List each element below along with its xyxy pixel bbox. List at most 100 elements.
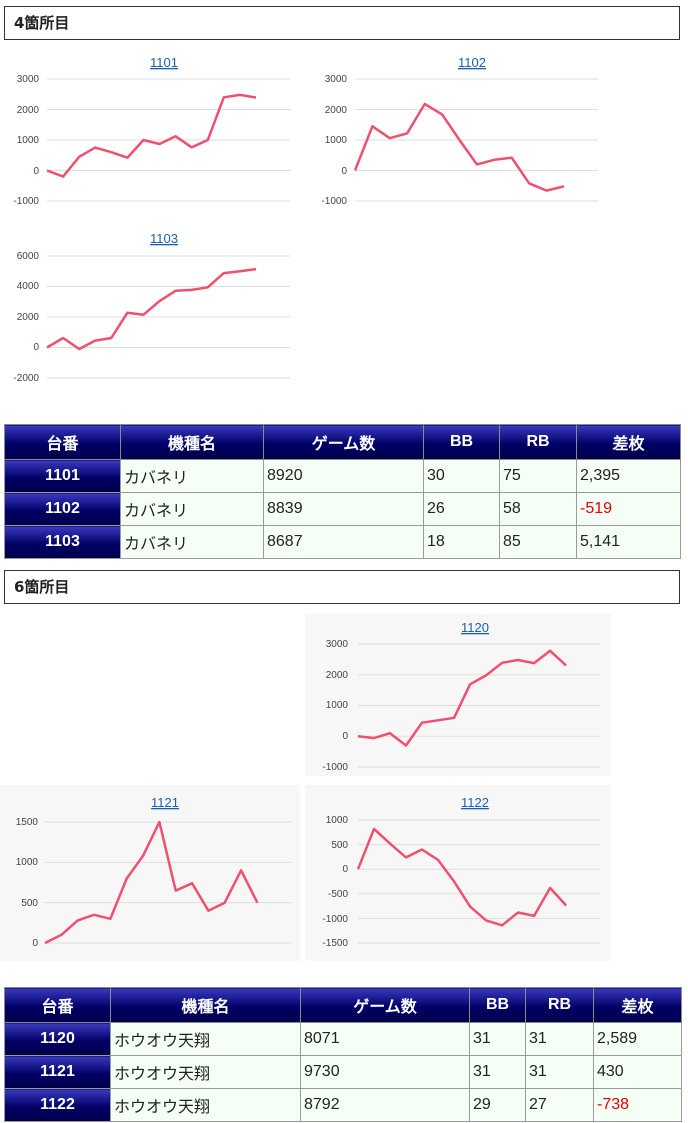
chart-1102: 1102 3000 2000 1000 0 -1000 [308, 52, 608, 217]
y-axis-ticks: 1500 1000 500 0 [16, 817, 39, 949]
game-count: 8792 [300, 1088, 470, 1122]
y-tick: -1000 [322, 762, 348, 773]
header-rb: RB [499, 424, 577, 460]
y-axis-ticks: 3000 2000 1000 0 -1000 [13, 74, 39, 207]
chart-svg-1122: 1122 1000 500 0 -500 -1000 -1500 [322, 795, 600, 949]
chart-svg-1120: 1120 3000 2000 1000 0 -1000 [322, 620, 600, 773]
machine-no: 1101 [4, 459, 121, 493]
y-tick: -1000 [13, 196, 39, 207]
chart-1122: 1122 1000 500 0 -500 -1000 -1500 [305, 785, 611, 961]
rb-count: 85 [499, 525, 577, 559]
bb-count: 26 [423, 492, 500, 526]
chart-1103: 1103 6000 4000 2000 0 -2000 [0, 228, 300, 393]
y-tick: 0 [342, 731, 348, 742]
y-tick: 3000 [325, 74, 348, 85]
y-tick: -1000 [322, 914, 348, 925]
chart-title-link[interactable]: 1120 [461, 620, 489, 635]
chart-title-link[interactable]: 1103 [150, 231, 178, 246]
chart-title-link[interactable]: 1101 [150, 55, 178, 70]
y-tick: -1500 [322, 938, 348, 949]
y-tick: 1000 [325, 135, 348, 146]
header-rb: RB [525, 987, 594, 1023]
header-machine-no: 台番 [4, 987, 111, 1023]
rb-count: 27 [525, 1088, 594, 1122]
section-title: 6箇所目 [14, 578, 70, 596]
y-tick: 4000 [17, 281, 40, 292]
y-axis-ticks: 1000 500 0 -500 -1000 -1500 [322, 815, 348, 949]
coin-diff: -519 [576, 492, 681, 526]
table-row: 1101 カバネリ 8920 30 75 2,395 [4, 459, 681, 493]
y-axis-ticks: 6000 4000 2000 0 -2000 [13, 251, 39, 384]
header-model: 機種名 [120, 424, 264, 460]
y-tick: 1000 [326, 700, 349, 711]
bb-count: 31 [469, 1022, 526, 1056]
chart-1101: 1101 3000 2000 1000 0 -1000 [0, 52, 300, 217]
coin-diff: 430 [593, 1055, 682, 1089]
y-tick: 6000 [17, 251, 40, 262]
header-machine-no: 台番 [4, 424, 121, 460]
model-name: ホウオウ天翔 [110, 1055, 301, 1089]
series-line [44, 820, 259, 945]
table-row: 1102 カバネリ 8839 26 58 -519 [4, 492, 681, 526]
machine-table-6: 台番 機種名 ゲーム数 BB RB 差枚 1120 ホウオウ天翔 8071 31… [4, 987, 682, 1122]
y-tick: 0 [33, 342, 39, 353]
game-count: 8071 [300, 1022, 470, 1056]
section-header-4: 4箇所目 [4, 6, 680, 40]
header-bb: BB [469, 987, 526, 1023]
chart-title-link[interactable]: 1122 [461, 795, 489, 810]
y-tick: -2000 [13, 373, 39, 384]
game-count: 8920 [263, 459, 424, 493]
header-games: ゲーム数 [263, 424, 424, 460]
game-count: 8839 [263, 492, 424, 526]
model-name: カバネリ [120, 492, 264, 526]
y-tick: 2000 [326, 670, 349, 681]
coin-diff: -738 [593, 1088, 682, 1122]
machine-no: 1103 [4, 525, 121, 559]
y-tick: 1000 [326, 815, 349, 826]
y-axis-ticks: 3000 2000 1000 0 -1000 [322, 639, 348, 773]
bb-count: 18 [423, 525, 500, 559]
y-tick: 3000 [17, 74, 40, 85]
bb-count: 31 [469, 1055, 526, 1089]
rb-count: 58 [499, 492, 577, 526]
y-tick: 0 [32, 938, 38, 949]
y-tick: 2000 [325, 105, 348, 116]
machine-no: 1102 [4, 492, 121, 526]
coin-diff: 5,141 [576, 525, 681, 559]
machine-no: 1122 [4, 1088, 111, 1122]
chart-title-link[interactable]: 1121 [151, 795, 179, 810]
table-row: 1121 ホウオウ天翔 9730 31 31 430 [4, 1055, 682, 1089]
y-tick: 500 [21, 898, 38, 909]
series-line [357, 649, 567, 747]
chart-title-link[interactable]: 1102 [458, 55, 486, 70]
table-header-row: 台番 機種名 ゲーム数 BB RB 差枚 [4, 424, 681, 460]
y-tick: 2000 [17, 312, 40, 323]
model-name: ホウオウ天翔 [110, 1088, 301, 1122]
y-tick: -1000 [321, 196, 347, 207]
series-line [46, 267, 257, 351]
table-row: 1122 ホウオウ天翔 8792 29 27 -738 [4, 1088, 682, 1122]
machine-no: 1121 [4, 1055, 111, 1089]
header-diff: 差枚 [576, 424, 681, 460]
chart-1121: 1121 1500 1000 500 0 [0, 785, 300, 961]
rb-count: 75 [499, 459, 577, 493]
model-name: カバネリ [120, 459, 264, 493]
header-games: ゲーム数 [300, 987, 470, 1023]
section-header-6: 6箇所目 [4, 570, 680, 604]
series-line [353, 102, 565, 192]
header-model: 機種名 [110, 987, 301, 1023]
series-line [46, 93, 257, 178]
table-row: 1120 ホウオウ天翔 8071 31 31 2,589 [4, 1022, 682, 1056]
coin-diff: 2,589 [593, 1022, 682, 1056]
bb-count: 29 [469, 1088, 526, 1122]
y-tick: 0 [342, 864, 348, 875]
model-name: カバネリ [120, 525, 264, 559]
y-tick: 1000 [16, 857, 39, 868]
header-bb: BB [423, 424, 500, 460]
y-tick: 3000 [326, 639, 349, 650]
game-count: 8687 [263, 525, 424, 559]
chart-svg-1121: 1121 1500 1000 500 0 [16, 795, 292, 949]
machine-table-4: 台番 機種名 ゲーム数 BB RB 差枚 1101 カバネリ 8920 30 7… [4, 424, 681, 559]
game-count: 9730 [300, 1055, 470, 1089]
series-line [356, 827, 568, 927]
